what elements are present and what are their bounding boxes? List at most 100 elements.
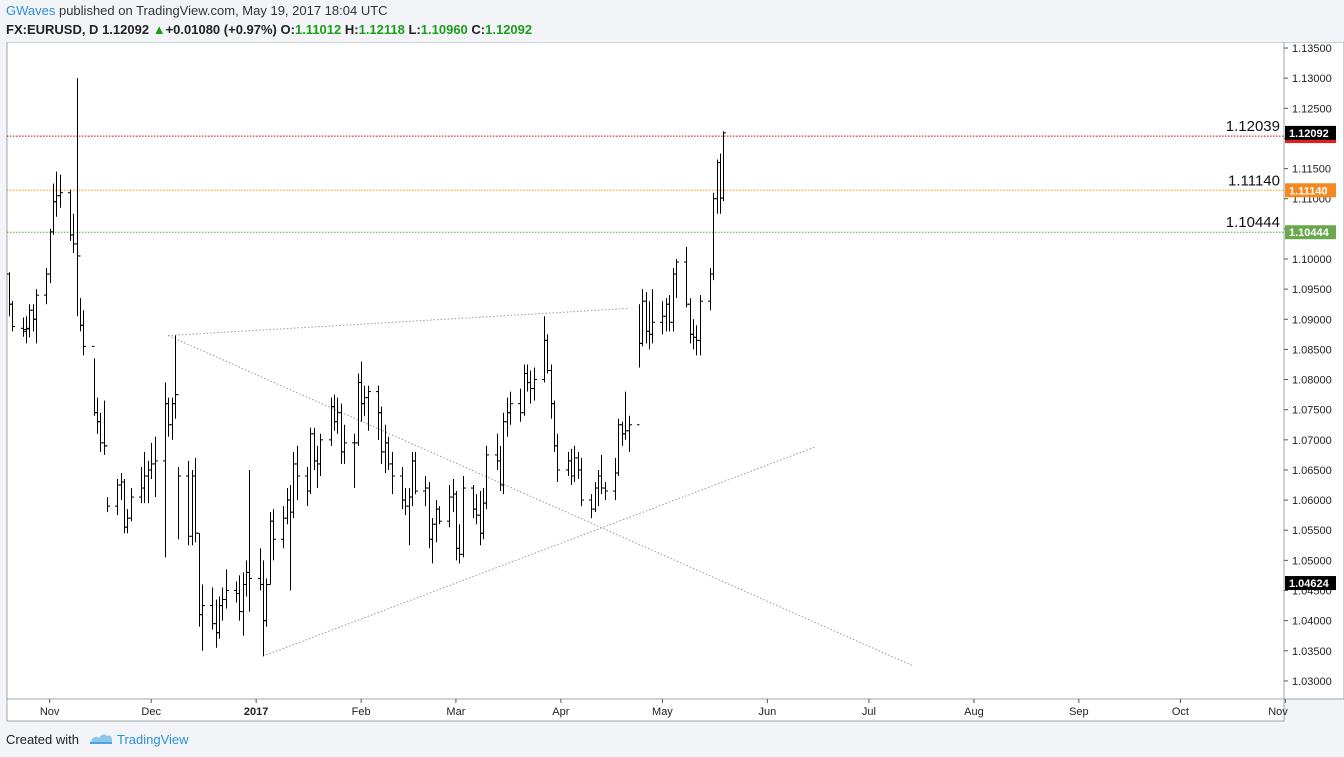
footer: Created with TradingView: [0, 722, 1344, 757]
y-tick-label: 1.12500: [1292, 103, 1332, 115]
ohlc-bar: [247, 469, 252, 612]
x-tick-label: May: [652, 706, 673, 718]
y-tick-label: 1.05000: [1292, 555, 1332, 567]
ohlc-bar: [484, 445, 489, 510]
ohlc-bar: [129, 488, 134, 522]
up-arrow-icon: ▲: [152, 22, 166, 37]
plot-area: [6, 41, 1285, 700]
ohlc-bar: [650, 289, 655, 344]
ohlc-bar: [390, 451, 395, 495]
x-tick-label: Aug: [964, 706, 984, 718]
open-value: 1.11012: [294, 22, 342, 37]
level-tag-2: 1.10444: [1289, 227, 1330, 239]
x-tick-label: Mar: [446, 706, 465, 718]
y-tick-label: 1.04000: [1292, 616, 1332, 628]
ohlc-bar: [437, 506, 442, 525]
ohlc-bar: [200, 584, 205, 651]
level-label-0: 1.12039: [1226, 118, 1280, 135]
y-tick-label: 1.03500: [1292, 646, 1332, 658]
time-axis[interactable]: [6, 698, 1285, 722]
x-tick-label: Dec: [141, 706, 161, 718]
x-tick-label: Apr: [552, 706, 569, 718]
ohlc-bar: [295, 445, 300, 501]
high-value: 1.12118: [358, 22, 405, 37]
x-axis-ticks: Nov Dec 2017 Feb Mar Apr May Jun Jul Aug Sep Oct Nov: [40, 699, 1288, 718]
ohlc-bar: [674, 258, 679, 299]
ohlc-bar: [224, 569, 229, 609]
y-tick-label: 1.09500: [1292, 284, 1332, 296]
x-tick-label: Nov: [40, 706, 60, 718]
x-tick-label: 2017: [244, 706, 268, 718]
author-link[interactable]: GWaves: [6, 3, 56, 18]
level-tag-1: 1.11140: [1289, 185, 1328, 197]
ohlc-bar: [532, 367, 537, 401]
close-value: 1.12092: [485, 22, 533, 37]
trendline-2: [262, 446, 815, 657]
ohlc-bar: [81, 310, 86, 356]
horizontal-levels[interactable]: 1.12039 1.11140 1.10444: [7, 118, 1284, 233]
x-tick-label: Sep: [1069, 706, 1089, 718]
high-label: H:: [344, 22, 359, 37]
x-tick-label: Nov: [1268, 706, 1288, 718]
price-tag-0: 1.12092: [1289, 128, 1329, 140]
y-tick-label: 1.08000: [1292, 375, 1332, 387]
low-label: L:: [408, 22, 421, 37]
ohlc-bar: [58, 174, 63, 208]
open-label: O:: [280, 22, 295, 37]
price-tag-1: 1.04624: [1289, 578, 1330, 590]
y-tick-label: 1.07500: [1292, 405, 1332, 417]
price-tag-bg-1: [1285, 576, 1336, 591]
publish-line: GWaves published on TradingView.com, May…: [6, 3, 388, 18]
level-tag-bg-2: [1285, 225, 1336, 240]
level-tag-bg-1: [1285, 183, 1336, 198]
level-label-1: 1.11140: [1228, 172, 1280, 189]
ohlc-bar: [579, 457, 584, 507]
x-tick-label: Oct: [1172, 706, 1189, 718]
y-tick-label: 1.11500: [1292, 164, 1331, 176]
ohlc-bar: [176, 394, 181, 540]
chart-header: GWaves published on TradingView.com, May…: [0, 0, 1344, 42]
tradingview-logo-icon[interactable]: [88, 730, 114, 746]
created-with-text: Created with: [6, 732, 79, 747]
ohlc-bar: [34, 289, 39, 344]
ohlc-bar: [21, 317, 26, 337]
x-tick-label: Jul: [862, 706, 876, 718]
trendlines[interactable]: [167, 307, 914, 667]
y-tick-label: 1.03000: [1292, 676, 1332, 688]
ohlc-bar: [271, 509, 276, 561]
y-tick-label: 1.13000: [1292, 73, 1332, 85]
level-label-2: 1.10444: [1226, 214, 1280, 231]
y-tick-label: 1.07000: [1292, 435, 1332, 447]
ohlc-bar: [555, 433, 560, 483]
trendline-1: [167, 335, 914, 667]
y-tick-label: 1.10000: [1292, 254, 1332, 266]
ohlc-bar: [105, 445, 110, 513]
ohlc-bar: [342, 424, 347, 464]
ohlc-bar: [153, 436, 158, 498]
published-text: published on TradingView.com, May 19, 20…: [55, 3, 388, 18]
y-tick-label: 1.08500: [1292, 344, 1332, 356]
x-tick-label: Feb: [352, 706, 371, 718]
ohlc-bar: [24, 316, 29, 344]
ohlc-bar: [603, 482, 608, 501]
ohlc-bar: [698, 295, 703, 356]
close-label: C:: [471, 22, 486, 37]
ohlc-bar: [10, 301, 15, 332]
y-tick-label: 1.05500: [1292, 525, 1332, 537]
ohlc-bar: [627, 415, 632, 452]
y-tick-label: 1.09000: [1292, 314, 1332, 326]
ohlc-bar: [366, 385, 371, 431]
y-tick-label: 1.06500: [1292, 465, 1332, 477]
y-tick-label: 1.06000: [1292, 495, 1332, 507]
price-tag-bg-0: [1285, 125, 1336, 140]
ohlc-legend: FX:EURUSD, D 1.12092 ▲+0.01080 (+0.97%) …: [6, 22, 532, 37]
ohlc-bar: [508, 391, 513, 425]
symbol-label[interactable]: FX:EURUSD, D: [6, 22, 99, 37]
y-tick-label: 1.13500: [1292, 43, 1332, 55]
ohlc-bar: [413, 451, 418, 495]
y-axis-ticks: 1.030001.035001.040001.045001.050001.055…: [1284, 43, 1332, 688]
ohlc-bar: [318, 433, 323, 476]
tradingview-link[interactable]: TradingView: [117, 732, 189, 747]
